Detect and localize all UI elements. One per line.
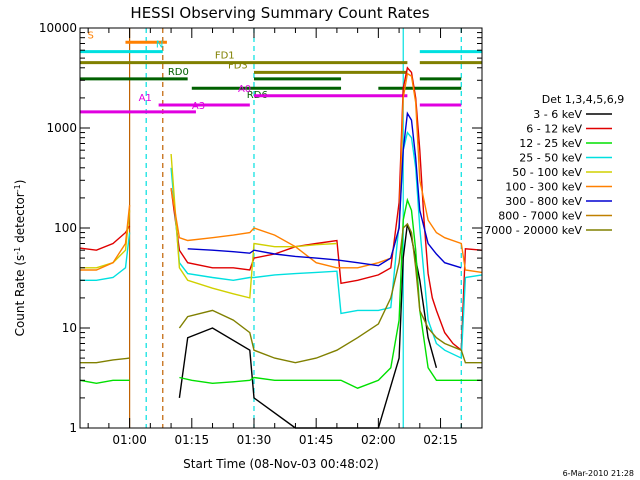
- legend-title: Det 1,3,4,5,6,9: [542, 93, 625, 106]
- series-line-2-seg-2: [170, 66, 483, 352]
- y-tick-label-100: 100: [54, 221, 77, 235]
- y-label-exp-1: -1: [13, 247, 22, 255]
- series-line-7-seg-9: [187, 111, 462, 269]
- y-label-part-3: ): [13, 180, 27, 185]
- y-label-exp-2: -1: [13, 184, 22, 192]
- x-tick-label-0200: 02:00: [361, 433, 396, 447]
- x-axis-label: Start Time (08-Nov-03 00:48:02): [183, 457, 379, 471]
- y-tick-label-1000: 1000: [46, 121, 77, 135]
- y-label-part-1: Count Rate (s: [13, 255, 27, 337]
- series-lines: [79, 66, 483, 429]
- y-tick-label-10: 10: [62, 321, 77, 335]
- state-label-s: S: [87, 30, 93, 41]
- x-tick-label-0215: 02:15: [423, 433, 458, 447]
- state-label-fd1: FD1: [215, 51, 235, 62]
- legend-label-8: 800 - 7000 keV: [498, 210, 582, 223]
- chart-title: HESSI Observing Summary Count Rates: [130, 4, 429, 22]
- series-line-6-seg-0: [79, 204, 131, 271]
- state-label-n: N: [156, 40, 163, 51]
- axes: 1 10 100 1000 10000 01:00 01:15 01:30 01:45 02:00…: [39, 21, 483, 447]
- series-line-3-seg-0: [79, 379, 130, 385]
- state-label-a1: A1: [139, 93, 152, 104]
- legend-label-3: 12 - 25 keV: [519, 137, 582, 150]
- y-axis-label: Count Rate (s-1 detector-1): [13, 180, 28, 337]
- state-label-a3: A3: [192, 101, 205, 112]
- legend-label-1: 3 - 6 keV: [533, 108, 582, 121]
- attenuator-bars: SNFD1FD3RD0RD6A0A1A3: [79, 30, 482, 114]
- legend-label-5: 50 - 100 keV: [512, 166, 582, 179]
- series-line-9-seg-0: [79, 357, 130, 364]
- legend-label-9: 7000 - 20000 keV: [484, 224, 582, 237]
- legend-label-2: 6 - 12 keV: [526, 123, 582, 136]
- x-tick-label-0115: 01:15: [175, 433, 210, 447]
- y-tick-label-10000: 10000: [39, 21, 77, 35]
- legend-label-4: 25 - 50 keV: [519, 152, 582, 165]
- legend-label-6: 100 - 300 keV: [505, 181, 582, 194]
- state-label-a0: A0: [238, 84, 251, 95]
- series-line-5-seg-2: [170, 153, 337, 299]
- x-tick-label-0145: 01:45: [299, 433, 334, 447]
- state-label-rd0: RD0: [168, 67, 189, 78]
- state-label-fd3: FD3: [228, 60, 248, 71]
- series-line-4-seg-2: [170, 131, 483, 360]
- series-line-9-seg-2: [178, 222, 482, 364]
- series-line-6-seg-2: [170, 72, 483, 274]
- series-line-4-seg-0: [79, 232, 131, 281]
- x-tick-label-0100: 01:00: [112, 433, 147, 447]
- timestamp: 6-Mar-2010 21:28: [563, 469, 634, 478]
- legend-label-7: 300 - 800 keV: [505, 195, 582, 208]
- y-label-part-2: detector: [13, 192, 27, 247]
- y-tick-label-1: 1: [69, 421, 77, 435]
- x-tick-label-0130: 01:30: [237, 433, 272, 447]
- series-line-3-seg-2: [179, 197, 482, 389]
- y-axis-label-text: Count Rate (s-1 detector-1): [13, 180, 28, 337]
